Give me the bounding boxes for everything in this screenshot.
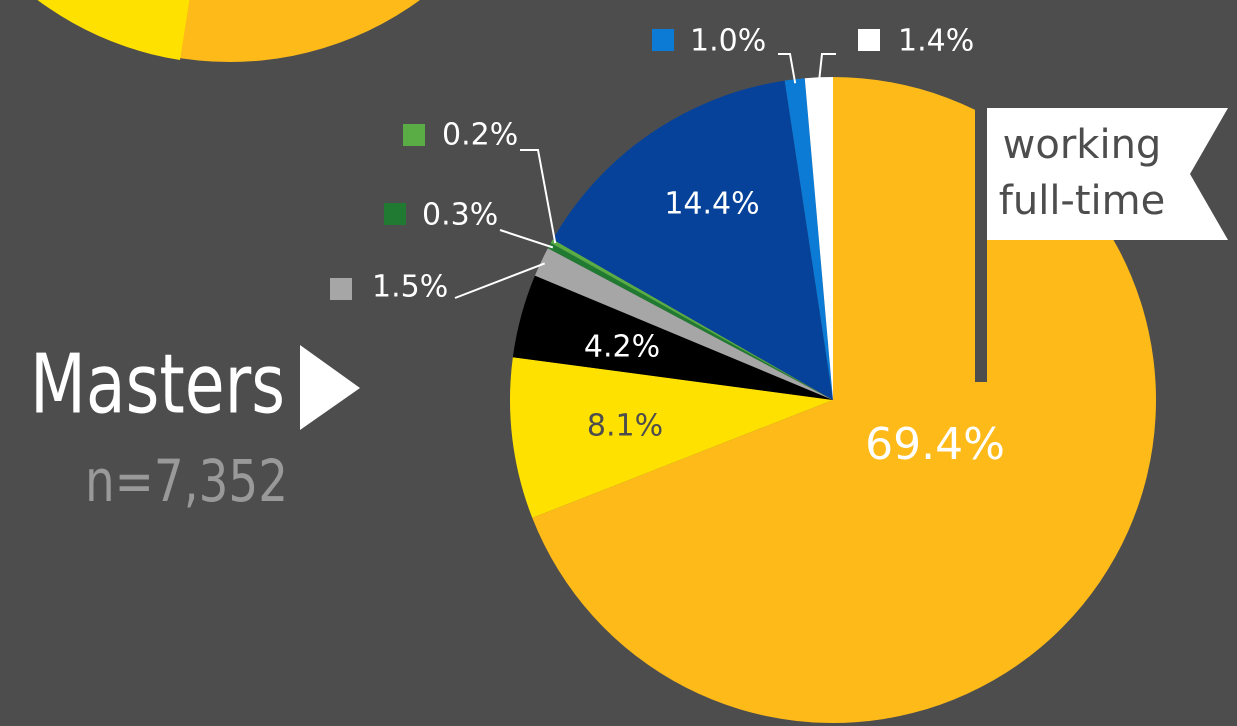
flag (987, 108, 1228, 240)
arrow (300, 345, 360, 430)
previous-pie (37, 0, 420, 62)
data-label: 14.4% (664, 187, 759, 222)
data-label: 8.1% (587, 409, 663, 444)
data-label: 1.4% (898, 24, 974, 59)
legend-swatch (652, 29, 674, 51)
leader-line (454, 262, 546, 299)
pie-slice (804, 77, 833, 400)
data-label: 0.2% (442, 118, 518, 153)
annotation: full-time (999, 178, 1165, 224)
legend-swatch (403, 124, 425, 146)
pie-slice (550, 239, 833, 400)
data-label: 1.0% (690, 24, 766, 59)
data-label: 1.5% (372, 270, 448, 305)
data-label: 0.3% (422, 198, 498, 233)
leader-line (499, 229, 554, 249)
chart-title: Masters (30, 337, 285, 432)
pie-slice (547, 242, 833, 400)
previous-pie-slice (37, 0, 190, 60)
pie-slice (784, 78, 833, 401)
data-label: 4.2% (584, 330, 660, 365)
pie-slice (534, 248, 833, 400)
leader-line (818, 53, 836, 82)
legend-swatch (384, 203, 406, 225)
legend-swatch (330, 278, 352, 300)
pie-slice (510, 357, 833, 518)
data-label: 69.4% (865, 419, 1005, 470)
annotation: working (1003, 122, 1162, 168)
flag-pole (975, 108, 987, 382)
legend-swatch (858, 29, 880, 51)
leader-line (778, 53, 797, 84)
pie-slice (512, 275, 833, 400)
leader-line (520, 149, 557, 244)
chart-subtitle: n=7,352 (85, 447, 288, 515)
pie-slice (552, 80, 833, 400)
